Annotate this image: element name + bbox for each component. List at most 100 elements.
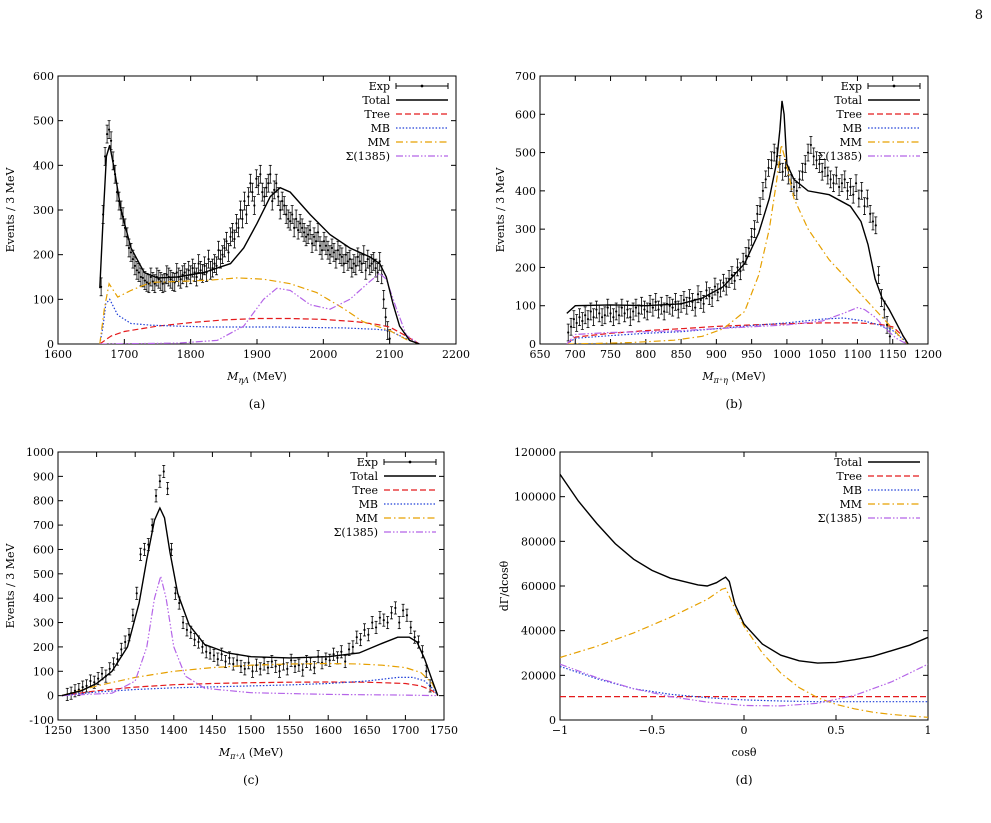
x-tick-label: 1400 xyxy=(160,724,188,737)
exp-point xyxy=(702,302,705,305)
x-tick-label: 2000 xyxy=(309,348,337,361)
exp-point xyxy=(295,217,298,221)
exp-point xyxy=(657,308,660,311)
x-tick-label: 800 xyxy=(635,348,656,361)
exp-point xyxy=(716,291,719,294)
exp-point xyxy=(216,657,219,661)
exp-point xyxy=(722,281,725,284)
exp-point xyxy=(161,282,164,285)
series-line-mb xyxy=(560,665,928,703)
exp-point xyxy=(151,280,154,283)
exp-point xyxy=(233,237,236,241)
y-tick-label: 900 xyxy=(33,470,54,483)
panel-caption: (c) xyxy=(243,773,259,787)
x-tick-label: 850 xyxy=(671,348,692,361)
series-line-total xyxy=(99,145,420,344)
exp-point xyxy=(245,213,248,216)
series-line--1385 xyxy=(99,272,420,344)
exp-point xyxy=(162,470,165,473)
exp-point xyxy=(154,494,158,497)
exp-point xyxy=(792,185,796,189)
exp-point xyxy=(866,197,869,200)
exp-point xyxy=(804,162,807,166)
exp-point xyxy=(586,318,590,321)
exp-point xyxy=(149,275,152,279)
exp-point xyxy=(370,262,373,265)
exp-point xyxy=(285,213,288,216)
exp-point xyxy=(736,266,739,269)
series-line-mm xyxy=(560,587,928,718)
series-line-tree xyxy=(99,317,420,344)
y-tick-label: 400 xyxy=(515,185,536,198)
exp-point xyxy=(694,306,697,309)
exp-point xyxy=(263,195,266,198)
x-tick-label: 2200 xyxy=(442,348,470,361)
legend-label: Total xyxy=(362,94,390,107)
exp-point xyxy=(193,271,196,274)
x-axis-label: MηΛ (MeV) xyxy=(226,370,287,385)
exp-point xyxy=(189,631,192,634)
exp-point xyxy=(328,253,332,256)
exp-point xyxy=(229,235,232,238)
exp-point xyxy=(637,312,640,315)
exp-point xyxy=(368,264,371,267)
chart-panel-a: 1600 1700 1800 1900 2000 2100 2200 0 100 200 300 40… xyxy=(0,60,470,424)
exp-point xyxy=(251,191,254,194)
exp-point xyxy=(871,220,875,223)
exp-point xyxy=(801,170,804,173)
exp-point xyxy=(135,592,138,595)
exp-point xyxy=(603,314,607,317)
chart-c: 1250 1300 1350 1400 1450 1500 1550 1600 1650 1700… xyxy=(4,446,458,787)
x-tick-label: 1500 xyxy=(237,724,265,737)
exp-point xyxy=(108,667,111,670)
y-tick-label: 40000 xyxy=(521,625,556,638)
exp-point xyxy=(398,621,401,624)
exp-point xyxy=(832,182,835,185)
exp-point xyxy=(626,308,629,311)
exp-point xyxy=(634,306,638,309)
exp-point xyxy=(137,271,141,274)
legend-label: Tree xyxy=(352,484,378,497)
exp-point xyxy=(877,273,880,277)
chart-a: 1600 1700 1800 1900 2000 2100 2200 0 100 200 300 40… xyxy=(4,70,470,411)
exp-point xyxy=(203,264,206,267)
exp-point xyxy=(278,670,281,673)
exp-point xyxy=(332,653,335,656)
legend-label: Exp xyxy=(357,456,378,469)
exp-point xyxy=(711,296,714,300)
exp-point xyxy=(382,619,385,622)
y-tick-label: 1000 xyxy=(26,446,54,459)
exp-point xyxy=(257,184,260,187)
exp-point xyxy=(127,633,131,636)
exp-point xyxy=(835,174,838,177)
plot-frame xyxy=(539,75,929,345)
exp-point xyxy=(290,659,293,662)
panel-caption: (d) xyxy=(735,773,752,787)
series-line-mm xyxy=(99,277,420,344)
legend-label: MM xyxy=(839,136,862,149)
exp-point xyxy=(133,264,137,267)
x-tick-label: 0.5 xyxy=(827,724,845,737)
x-tick-label: 650 xyxy=(530,348,551,361)
exp-point xyxy=(221,253,224,256)
exp-point xyxy=(89,679,92,683)
x-tick-label: 1900 xyxy=(243,348,271,361)
exp-point xyxy=(326,249,330,252)
exp-point xyxy=(301,668,304,672)
exp-point xyxy=(575,321,578,325)
exp-point xyxy=(815,159,818,162)
exp-point xyxy=(401,609,405,612)
exp-point xyxy=(208,651,212,655)
exp-point xyxy=(239,208,242,212)
exp-point xyxy=(384,316,387,319)
exp-point xyxy=(316,231,320,234)
exp-point xyxy=(725,285,728,288)
series-line-mm xyxy=(61,662,439,697)
y-tick-label: 20000 xyxy=(521,669,556,682)
exp-point xyxy=(328,659,331,662)
exp-point xyxy=(705,289,708,292)
exp-point xyxy=(158,480,162,483)
exp-point xyxy=(267,182,270,185)
exp-point xyxy=(336,656,339,659)
